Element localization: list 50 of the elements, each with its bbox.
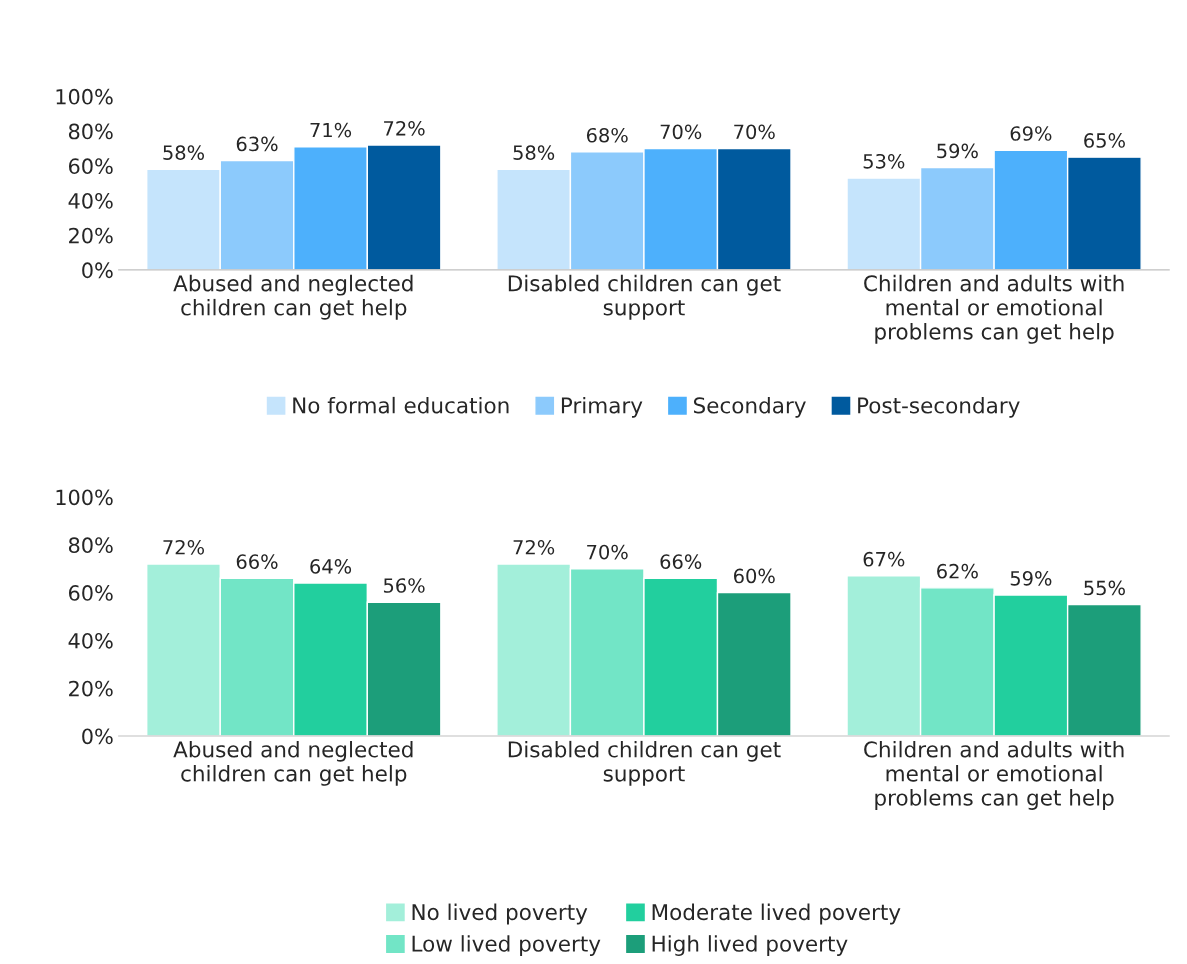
- y-tick-label: 80%: [68, 123, 113, 140]
- x-tick-label: Children and adults with mental or emotional problems can get help: [864, 740, 1124, 810]
- data-label: 66%: [236, 554, 278, 569]
- data-label: 58%: [513, 145, 555, 160]
- y-tick-label: 60%: [68, 158, 113, 175]
- data-label: 55%: [1084, 580, 1125, 596]
- y-tick-label: 40%: [68, 632, 113, 649]
- legend-label: Secondary: [693, 396, 806, 418]
- data-label: 64%: [310, 559, 352, 574]
- legend-label: High lived poverty: [652, 935, 848, 956]
- legend-label: Low lived poverty: [412, 935, 601, 956]
- data-label: 59%: [1010, 570, 1052, 586]
- y-tick-label: 40%: [68, 192, 113, 209]
- data-label: 69%: [1010, 126, 1052, 141]
- data-label: 66%: [660, 554, 702, 569]
- data-label: 72%: [513, 539, 555, 555]
- data-label: 70%: [587, 544, 628, 560]
- legend-label: Primary: [561, 396, 643, 418]
- data-label: 72%: [384, 120, 425, 136]
- y-tick-label: 20%: [69, 227, 113, 244]
- data-label: 67%: [863, 551, 905, 567]
- y-tick-label: 80%: [68, 537, 113, 554]
- data-label: 63%: [236, 136, 278, 152]
- legend-label: No lived poverty: [412, 903, 588, 925]
- y-tick-label: 100%: [56, 88, 113, 105]
- y-tick-label: 20%: [69, 680, 113, 697]
- data-label: 62%: [937, 563, 978, 579]
- y-tick-label: 0%: [82, 728, 113, 745]
- x-tick-label: Abused and neglected children can get help: [173, 274, 413, 320]
- x-tick-label: Abused and neglected children can get help: [173, 740, 413, 786]
- data-label: 53%: [863, 153, 905, 169]
- data-label: 72%: [163, 539, 205, 555]
- y-tick-label: 100%: [56, 489, 113, 506]
- data-label: 70%: [734, 124, 775, 140]
- data-label: 56%: [383, 578, 425, 593]
- x-tick-label: Disabled children can get support: [508, 274, 781, 320]
- data-label: 68%: [586, 127, 628, 143]
- legend-label: Moderate lived poverty: [652, 903, 901, 925]
- x-tick-label: Disabled children can get support: [508, 740, 781, 786]
- data-label: 60%: [734, 568, 775, 584]
- y-tick-label: 60%: [68, 585, 113, 601]
- data-label: 70%: [660, 124, 702, 140]
- y-tick-label: 0%: [82, 262, 113, 279]
- x-tick-label: Children and adults with mental or emotional problems can get help: [864, 274, 1124, 344]
- data-label: 65%: [1084, 133, 1125, 148]
- data-label: 58%: [163, 145, 205, 160]
- data-label: 59%: [937, 143, 978, 159]
- legend-label: No formal education: [293, 396, 509, 414]
- data-label: 71%: [310, 122, 352, 138]
- legend-label: Post-secondary: [858, 396, 1020, 418]
